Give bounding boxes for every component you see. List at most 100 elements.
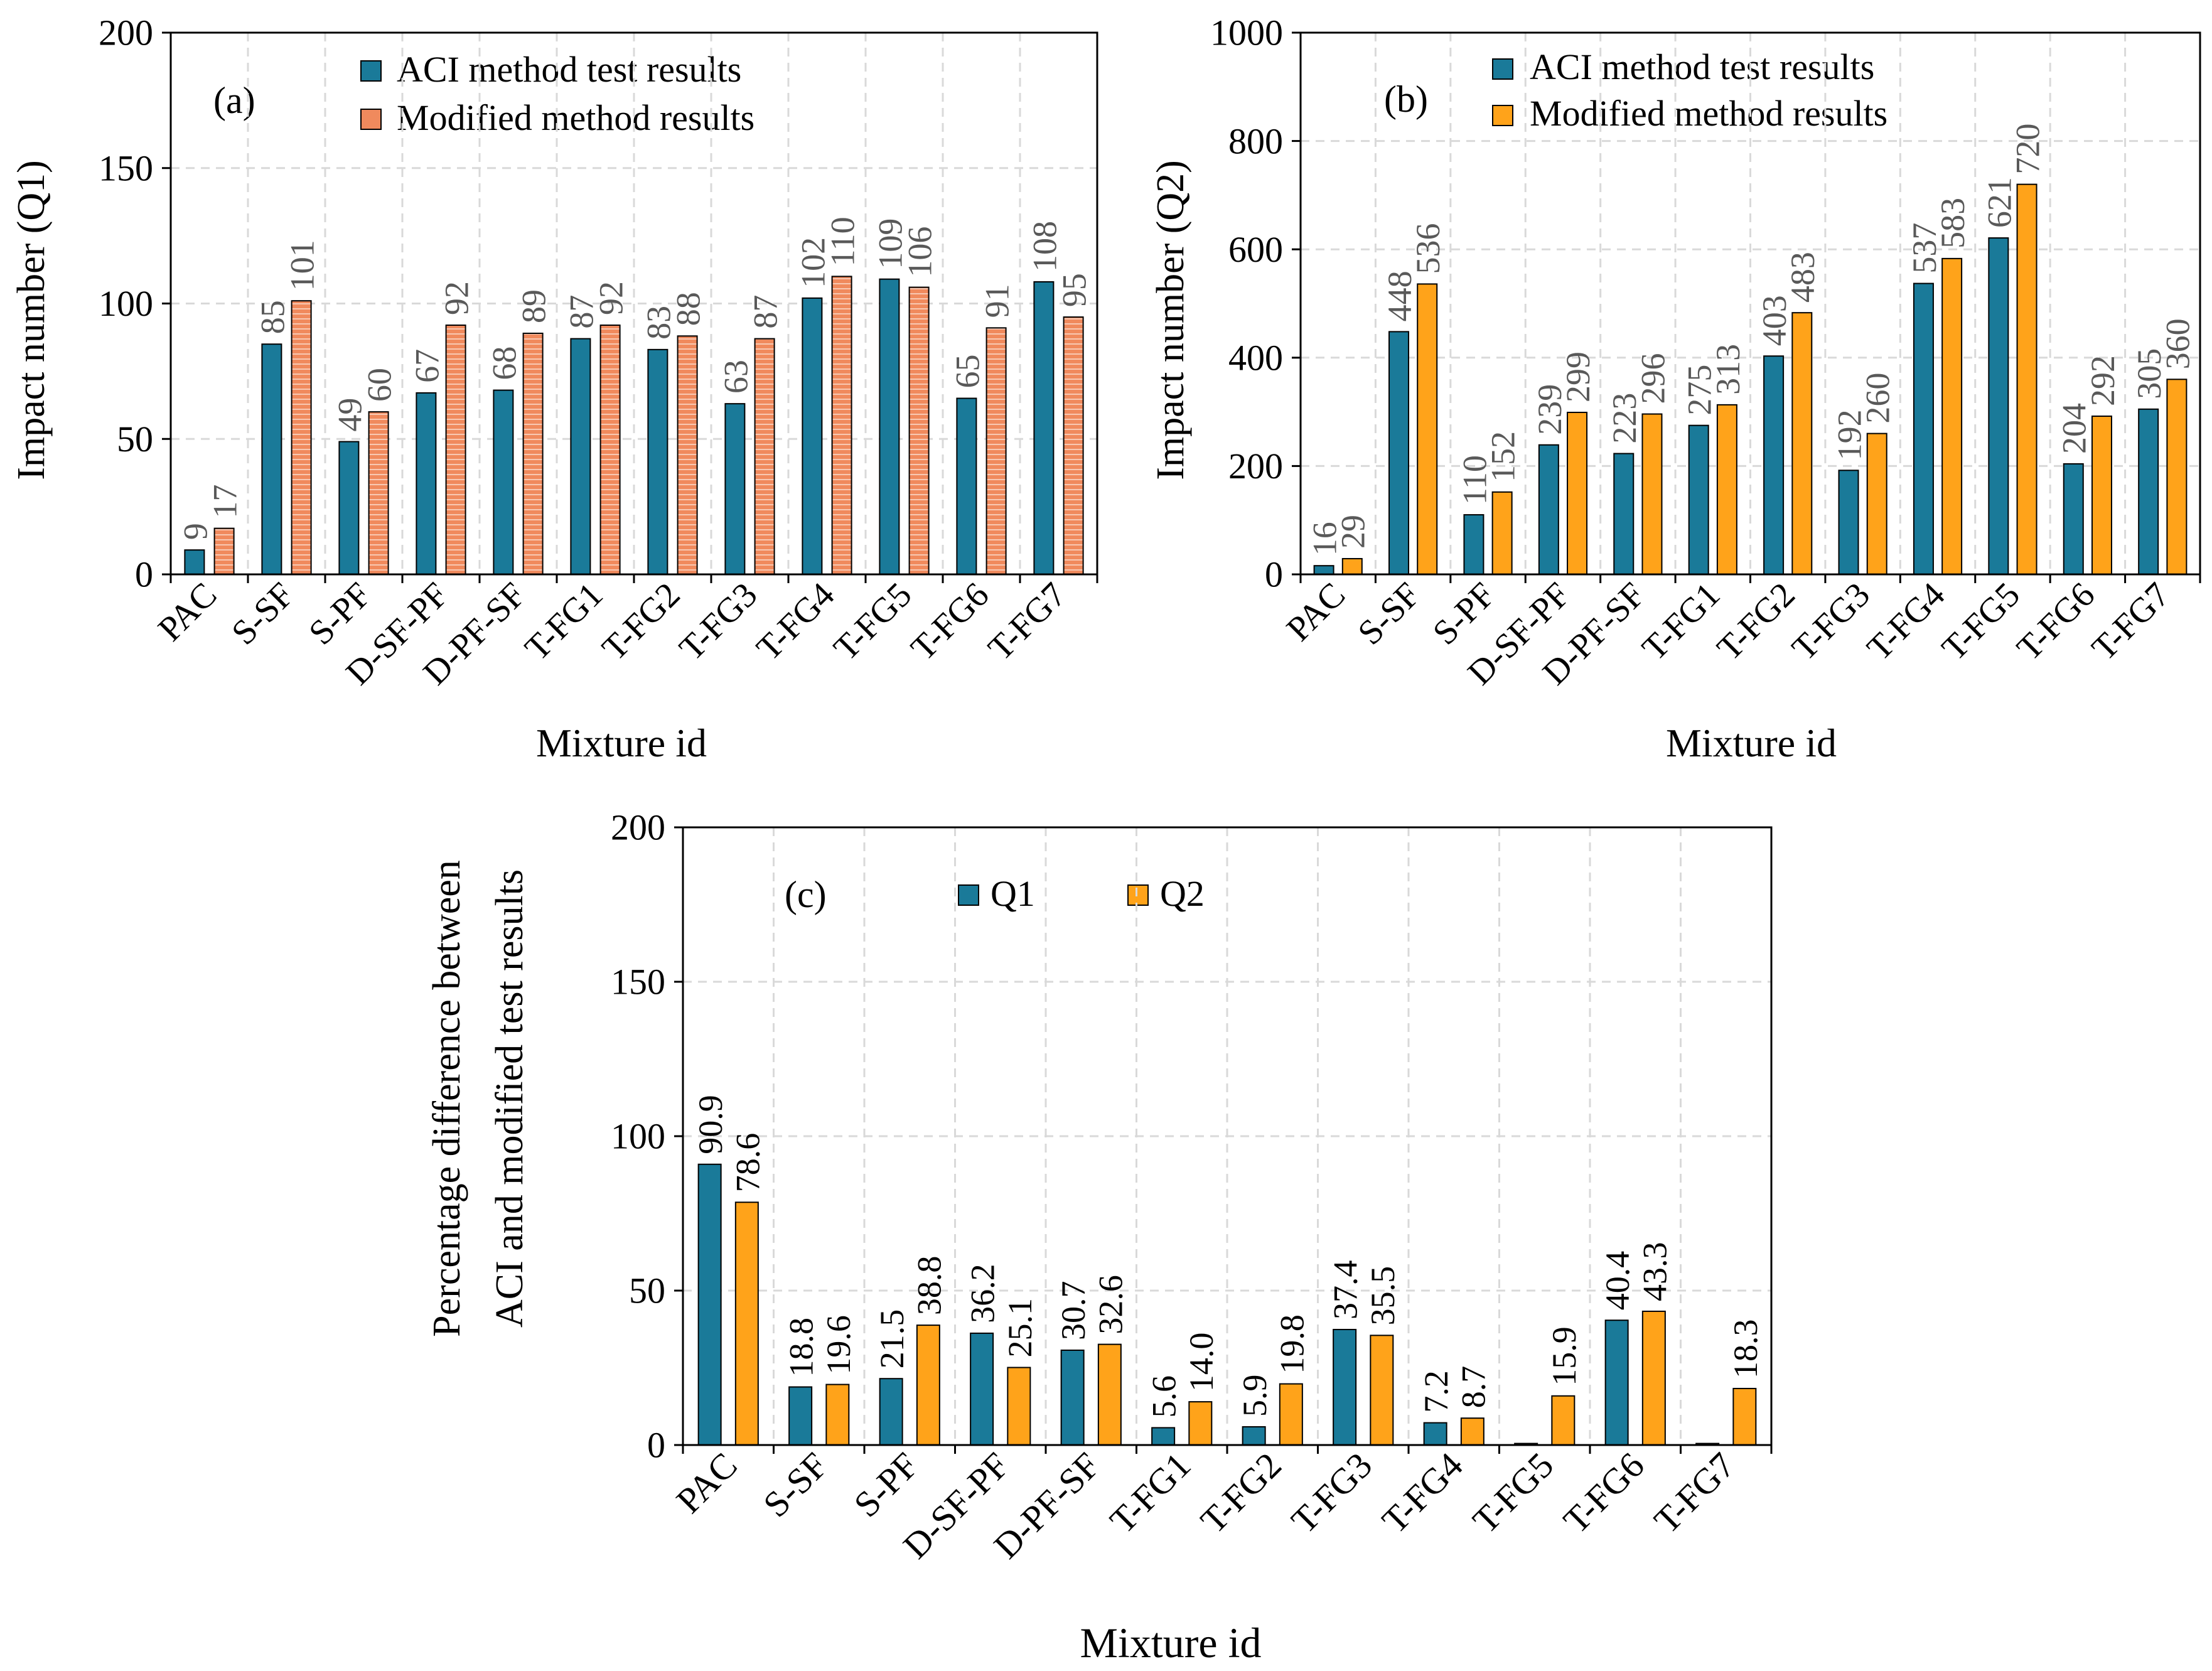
panel-b-label: (b) bbox=[1384, 78, 1428, 120]
panel-c-ytick-label: 150 bbox=[611, 962, 665, 1002]
panel-c-bar-s2-pac bbox=[734, 1201, 759, 1446]
panel-a-value-label: 92 bbox=[438, 281, 476, 315]
panel-c-value-label: 40.4 bbox=[1599, 1251, 1636, 1311]
panel-b-value-label: 16 bbox=[1306, 522, 1344, 556]
panel-c-bar-s2-t-fg1 bbox=[1188, 1401, 1213, 1446]
panel-c-bar-s1-t-fg4 bbox=[1423, 1422, 1447, 1446]
panel-c-bar-s1-t-fg6 bbox=[1604, 1319, 1629, 1446]
panel-a-bar-s1-t-fg7 bbox=[1033, 281, 1055, 575]
panel-b-value-label: 403 bbox=[1756, 295, 1793, 346]
panel-a-bar-s1-t-fg3 bbox=[724, 403, 746, 576]
panel-c-bar-s2-t-fg7 bbox=[1732, 1387, 1757, 1446]
panel-a-category-label: T-FG3 bbox=[672, 575, 765, 668]
panel-b-bar-s2-s-pf bbox=[1491, 491, 1513, 575]
panel-b-value-label: 275 bbox=[1681, 365, 1719, 416]
panel-c-ytick-label: 0 bbox=[647, 1425, 665, 1466]
panel-b-category-label: T-FG1 bbox=[1635, 575, 1727, 668]
panel-c-value-label: 18.3 bbox=[1727, 1319, 1764, 1378]
panel-c-legend-label-q2: Q2 bbox=[1160, 873, 1205, 914]
panel-c-value-label: 38.8 bbox=[910, 1256, 948, 1316]
panel-a-ytick-label: 200 bbox=[99, 13, 153, 53]
panel-a-value-label: 88 bbox=[670, 292, 707, 326]
panel-c-chart: (c) Percentage difference between ACI an… bbox=[426, 807, 1773, 1667]
panel-b-bar-s1-t-fg1 bbox=[1688, 424, 1709, 575]
panel-c-value-label: 5.6 bbox=[1146, 1375, 1183, 1418]
panel-b-value-label: 720 bbox=[2009, 124, 2046, 175]
panel-b-value-label: 260 bbox=[1859, 373, 1897, 424]
panel-c-value-label: 36.2 bbox=[964, 1264, 1002, 1323]
panel-b-value-label: 239 bbox=[1531, 384, 1569, 435]
panel-b-bar-s2-pac bbox=[1341, 557, 1363, 576]
panel-a-bar-s1-s-sf bbox=[261, 343, 282, 575]
panel-a-bar-s2-t-fg3 bbox=[754, 338, 775, 575]
panel-a-label: (a) bbox=[213, 80, 255, 121]
panel-b-bar-s1-t-fg5 bbox=[1988, 237, 2009, 575]
panel-a-legend-swatch-modified bbox=[360, 109, 382, 130]
panel-b-value-label: 313 bbox=[1709, 344, 1747, 395]
panel-a-value-label: 9 bbox=[176, 523, 214, 540]
panel-b-category-label: T-FG4 bbox=[1860, 575, 1953, 668]
panel-c-value-label: 35.5 bbox=[1364, 1266, 1402, 1326]
panel-a-category-label: PAC bbox=[151, 575, 224, 648]
panel-a-category-label: T-FG5 bbox=[826, 575, 919, 668]
panel-c-ytick-label: 50 bbox=[629, 1271, 665, 1311]
panel-c-category-label: S-PF bbox=[846, 1444, 926, 1525]
panel-a-category-label: T-FG6 bbox=[903, 575, 996, 668]
panel-a-bar-s2-pac bbox=[213, 527, 235, 576]
panel-a-value-label: 89 bbox=[515, 289, 553, 323]
panel-c-category-label: PAC bbox=[668, 1444, 745, 1521]
panel-a-bar-s2-d-sf-pf bbox=[445, 325, 466, 576]
panel-b-legend-label-modified: Modified method results bbox=[1530, 93, 1887, 134]
panel-a-value-label: 85 bbox=[254, 300, 291, 334]
panel-c-value-label: 7.2 bbox=[1417, 1370, 1455, 1413]
panel-c-bar-s2-d-pf-sf bbox=[1097, 1343, 1122, 1446]
panel-c-value-label: 14.0 bbox=[1183, 1333, 1220, 1392]
panel-a-bar-s2-t-fg4 bbox=[831, 276, 852, 575]
panel-a-bar-s2-t-fg6 bbox=[985, 327, 1007, 576]
panel-b-value-label: 299 bbox=[1559, 352, 1597, 402]
panel-a-value-label: 17 bbox=[207, 485, 244, 518]
panel-a-bar-s1-t-fg2 bbox=[647, 348, 668, 575]
panel-a-bar-s1-t-fg4 bbox=[802, 297, 823, 575]
panel-b-legend-label-aci: ACI method test results bbox=[1530, 46, 1874, 87]
panel-a-bar-s1-s-pf bbox=[338, 441, 360, 575]
panel-b-bar-s1-t-fg4 bbox=[1913, 282, 1934, 575]
panel-b-bar-s2-t-fg6 bbox=[2091, 416, 2112, 576]
panel-c-value-label: 30.7 bbox=[1055, 1281, 1092, 1340]
panel-b-legend-swatch-modified bbox=[1492, 105, 1513, 126]
panel-c-value-label: 8.7 bbox=[1454, 1366, 1492, 1409]
panel-a-value-label: 65 bbox=[948, 355, 986, 389]
panel-b-bar-s1-t-fg2 bbox=[1763, 355, 1785, 575]
panel-a-bar-s1-d-pf-sf bbox=[493, 389, 514, 576]
panel-b-value-label: 292 bbox=[2084, 355, 2122, 406]
panel-c-value-label: 43.3 bbox=[1636, 1242, 1673, 1301]
panel-b-value-label: 296 bbox=[1634, 353, 1672, 404]
panel-c-value-label: 78.6 bbox=[729, 1133, 766, 1193]
panel-c-legend-swatch-q2 bbox=[1127, 884, 1149, 906]
panel-a-value-label: 110 bbox=[824, 217, 862, 266]
panel-c-ytick-label: 200 bbox=[611, 807, 665, 848]
panel-a-bar-s1-d-sf-pf bbox=[416, 392, 437, 576]
panel-b-bar-s1-s-sf bbox=[1388, 331, 1410, 575]
panel-b-bar-s2-t-fg1 bbox=[1716, 404, 1737, 575]
panel-c-value-label: 37.4 bbox=[1327, 1260, 1365, 1319]
panel-b-bar-s1-pac bbox=[1313, 565, 1334, 576]
panel-c-legend-label-q1: Q1 bbox=[991, 873, 1035, 914]
panel-a-value-label: 95 bbox=[1056, 273, 1093, 307]
panel-b-legend-swatch-aci bbox=[1492, 58, 1513, 80]
panel-b-value-label: 583 bbox=[1934, 198, 1972, 249]
panel-a-value-label: 49 bbox=[331, 398, 368, 432]
panel-c-value-label: 25.1 bbox=[1001, 1298, 1039, 1358]
panel-b-value-label: 536 bbox=[1409, 223, 1447, 274]
panel-b-bar-s1-t-fg3 bbox=[1838, 470, 1859, 576]
panel-a-value-label: 63 bbox=[717, 360, 754, 394]
panel-c-category-label: T-FG4 bbox=[1374, 1444, 1471, 1541]
panel-a-ytick-label: 0 bbox=[135, 554, 153, 595]
panel-a-ytick-label: 150 bbox=[99, 148, 153, 188]
panel-c-category-label: T-FG7 bbox=[1646, 1444, 1742, 1541]
panel-a-xlabel: Mixture id bbox=[536, 721, 707, 765]
panel-b-xlabel: Mixture id bbox=[1666, 721, 1837, 765]
panel-b-category-label: PAC bbox=[1279, 575, 1353, 648]
panel-b-chart: (b) Impact number (Q2) Mixture id ACI me… bbox=[1149, 13, 2201, 765]
panel-a-category-label: T-FG2 bbox=[594, 575, 687, 668]
